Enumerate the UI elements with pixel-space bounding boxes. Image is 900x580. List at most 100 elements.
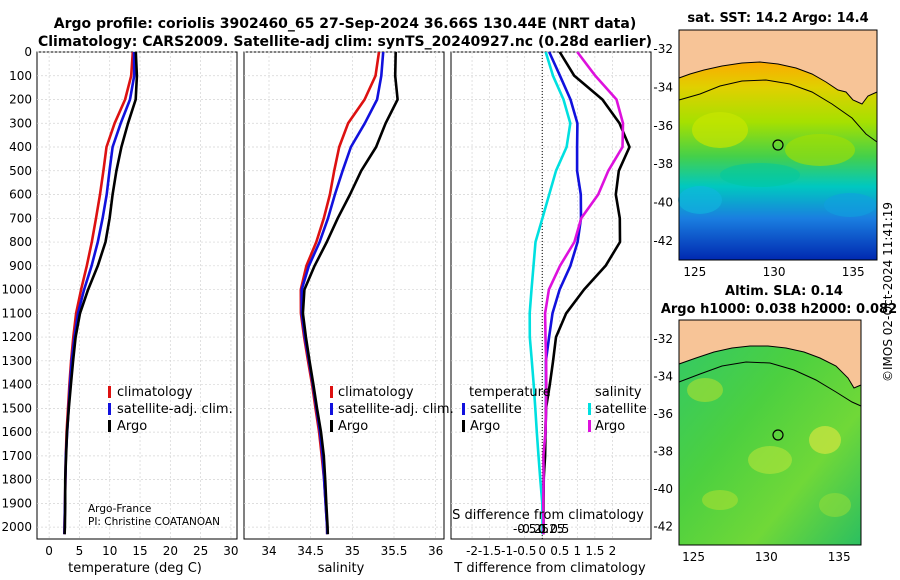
depth-tick-label: 900	[9, 259, 32, 273]
sla-x-tick-labels: 125 130 135	[682, 550, 851, 564]
legend-swatch-s-satellite	[588, 403, 591, 415]
sla-y-tick-labels: -32 -34 -36 -38 -40 -42	[653, 332, 673, 534]
sla-land-australia	[678, 319, 862, 389]
legend-swatch-t-argo	[462, 420, 465, 432]
sst-map-title: sat. SST: 14.2 Argo: 14.4	[687, 11, 868, 26]
legend-swatch-climatology	[108, 386, 111, 398]
sst-land-australia	[678, 29, 878, 105]
sla-map	[678, 319, 862, 546]
map-lat-tick-label: -38	[653, 444, 673, 458]
depth-tick-label: 1000	[1, 283, 32, 297]
legend-label-s-argo: Argo	[595, 419, 625, 434]
depth-tick-label: 600	[9, 188, 32, 202]
x-tick-label: 10	[102, 544, 117, 558]
depth-tick-label: 100	[9, 69, 32, 83]
depth-tick-label: 1700	[1, 449, 32, 463]
argo-france-credit: Argo-France	[88, 503, 151, 515]
sst-patch	[678, 186, 722, 214]
map-lon-tick-label: 125	[682, 550, 705, 564]
salinity-axis-label: salinity	[318, 561, 365, 576]
legend-heading-temperature: temperature	[469, 385, 551, 400]
sst-y-tick-labels: -32 -34 -36 -38 -40 -42	[653, 42, 673, 248]
map-lon-tick-label: 135	[842, 265, 865, 279]
figure-title-line1: Argo profile: coriolis 3902460_65 27-Sep…	[54, 16, 636, 32]
legend-label-s-satellite: satellite	[595, 402, 647, 417]
sla-patch	[809, 426, 841, 454]
s-diff-tick-label: 0	[538, 522, 546, 536]
legend-label-satellite-adj: satellite-adj. clim.	[338, 402, 454, 417]
sla-map-title: Altim. SLA: 0.14	[725, 284, 843, 299]
legend-swatch-argo	[108, 420, 111, 432]
series-line	[63, 51, 139, 535]
map-lon-tick-label: 130	[755, 550, 778, 564]
x-tick-label: 1	[573, 544, 581, 558]
depth-tick-label: 400	[9, 140, 32, 154]
sst-x-tick-labels: 125 130 135	[683, 265, 864, 279]
map-lon-tick-label: 135	[828, 550, 851, 564]
x-tick-label: -0.5	[513, 544, 536, 558]
legend-swatch-climatology	[330, 386, 333, 398]
sst-patch	[692, 112, 748, 148]
depth-tick-label: 200	[9, 93, 32, 107]
s-diff-tick-label: -0.25	[518, 522, 549, 536]
legend-label-t-satellite: satellite	[470, 402, 522, 417]
difference-legend: temperature satellite Argo salinity sate…	[462, 385, 647, 434]
x-tick-label: 0.5	[550, 544, 569, 558]
sst-map-frame	[678, 29, 878, 261]
legend-label-climatology: climatology	[117, 385, 193, 400]
s-diff-tick-label: -0.5	[513, 522, 536, 536]
series-line	[301, 51, 399, 535]
sst-argo-marker	[772, 139, 784, 151]
depth-tick-label: 0	[24, 45, 32, 59]
x-tick-label: 15	[132, 544, 147, 558]
depth-tick-label: 1400	[1, 378, 32, 392]
x-tick-label: -1.5	[478, 544, 501, 558]
map-lat-tick-label: -36	[653, 407, 673, 421]
x-tick-label: -1	[501, 544, 513, 558]
sst-patch	[720, 163, 800, 187]
legend-label-satellite-adj: satellite-adj. clim.	[117, 402, 233, 417]
map-lat-tick-label: -32	[653, 42, 673, 56]
depth-tick-label: 1300	[1, 354, 32, 368]
s-diff-tick-label: 0.25	[538, 522, 565, 536]
sla-map-subtitle: Argo h1000: 0.038 h2000: 0.082	[661, 302, 897, 317]
salinity-legend: climatology satellite-adj. clim. Argo	[330, 385, 454, 434]
salinity-panel-frame	[243, 51, 445, 540]
legend-label-t-argo: Argo	[470, 419, 500, 434]
depth-tick-label: 1800	[1, 473, 32, 487]
x-tick-label: 20	[163, 544, 178, 558]
temperature-axis-label: temperature (deg C)	[68, 561, 202, 576]
map-lat-tick-label: -42	[653, 234, 673, 248]
series-line	[541, 51, 625, 535]
map-lat-tick-label: -40	[653, 482, 673, 496]
figure-title-line2: Climatology: CARS2009. Satellite-adj cli…	[38, 34, 652, 50]
sla-isobath	[678, 361, 862, 407]
legend-label-argo: Argo	[338, 419, 368, 434]
series-line	[63, 51, 135, 535]
x-tick-label: 1.5	[585, 544, 604, 558]
sla-patch	[687, 378, 723, 402]
x-tick-label: 0	[45, 544, 53, 558]
x-tick-label: 35	[345, 544, 360, 558]
map-lat-tick-label: -34	[653, 369, 673, 383]
depth-tick-label: 500	[9, 164, 32, 178]
depth-tick-labels: 0 100 200 300 400 500 600 700 800 900 1000 1100 1200…	[1, 45, 32, 534]
legend-heading-salinity: salinity	[595, 385, 642, 400]
temperature-legend: climatology satellite-adj. clim. Argo	[108, 385, 233, 434]
legend-swatch-satellite-adj	[108, 403, 111, 415]
sst-isobath	[678, 79, 878, 143]
depth-tick-label: 1100	[1, 306, 32, 320]
sst-map	[678, 29, 878, 261]
data-layer	[63, 51, 631, 535]
sla-patch	[748, 446, 792, 474]
pi-credit: PI: Christine COATANOAN	[88, 516, 220, 528]
map-lat-tick-label: -42	[653, 519, 673, 533]
depth-tick-label: 700	[9, 211, 32, 225]
sst-patch	[824, 193, 876, 217]
map-lon-tick-label: 125	[683, 265, 706, 279]
s-difference-axis-label: S difference from climatology	[452, 508, 644, 523]
series-line	[542, 51, 631, 535]
legend-label-climatology: climatology	[338, 385, 414, 400]
depth-tick-label: 1900	[1, 496, 32, 510]
map-lat-tick-label: -32	[653, 332, 673, 346]
